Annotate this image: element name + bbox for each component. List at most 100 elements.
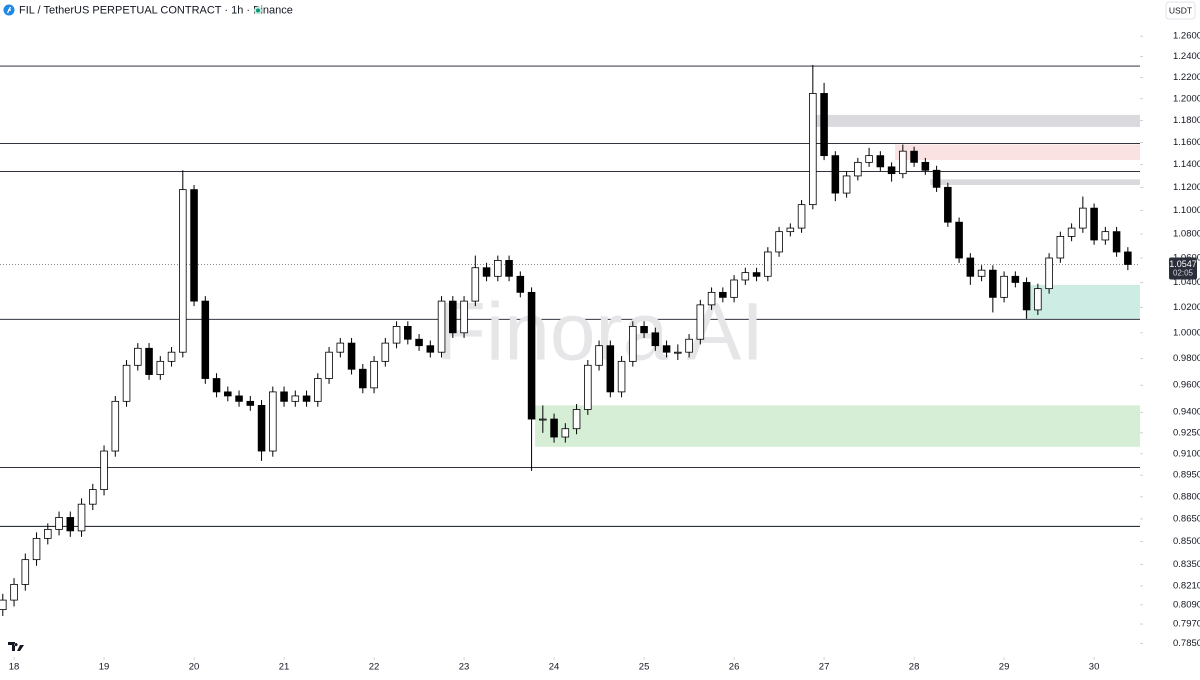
candle-body (561, 428, 570, 438)
candle-body (516, 275, 525, 293)
countdown-label: 02:05 (1173, 269, 1194, 278)
y-tick-label: 0.9250 (1173, 427, 1200, 438)
candle-body (1124, 251, 1132, 265)
y-tick-label: 0.8210 (1173, 580, 1200, 591)
currency-button[interactable] (1165, 1, 1196, 20)
candle-body (190, 189, 198, 302)
candle-body (77, 503, 86, 532)
candle-body (1034, 288, 1042, 311)
y-tick-label: 1.2600 (1173, 31, 1200, 42)
candle-body (494, 260, 502, 277)
candle-body (1101, 231, 1110, 241)
zones (535, 114, 1140, 447)
candle-body (550, 418, 558, 438)
candle-body (32, 537, 41, 561)
y-tick-label: 1.1800 (1173, 115, 1200, 126)
levels (0, 65, 1140, 527)
candle-body (865, 155, 873, 163)
candle-body (302, 395, 311, 402)
candle-body (685, 338, 693, 353)
candle-body (460, 300, 468, 334)
x-tick-label: 22 (369, 662, 380, 673)
y-tick-label: 0.7970 (1173, 619, 1200, 630)
zone (535, 405, 1140, 447)
candle-body (1011, 275, 1020, 283)
x-tick-label: 29 (999, 662, 1010, 673)
last-price-label: 1.0547 (1169, 259, 1197, 269)
candle-body (527, 291, 536, 420)
candle-body (820, 93, 828, 157)
candle-body (246, 400, 255, 406)
x-tick-label: 19 (99, 662, 110, 673)
chart-title: FIL / TetherUS PERPETUAL CONTRACT · 1h ·… (19, 4, 293, 16)
candle-body (280, 391, 288, 402)
candle-body (730, 279, 738, 298)
candle-body (629, 325, 637, 362)
candle-body (10, 583, 18, 601)
candle-body (269, 391, 277, 452)
y-tick-label: 0.8350 (1173, 559, 1200, 570)
candle-body (989, 269, 997, 298)
candle-body (482, 267, 491, 277)
candle-body (21, 559, 30, 585)
candle-body (707, 291, 716, 306)
y-tick-label: 1.1000 (1173, 205, 1200, 216)
candle-body (179, 189, 187, 353)
candle-body (415, 338, 423, 347)
candle-body (831, 155, 840, 194)
y-tick-label: 1.1400 (1173, 159, 1200, 170)
candle-body (100, 450, 108, 491)
candle-body (359, 368, 367, 389)
x-tick-label: 30 (1089, 662, 1100, 673)
candle-body (437, 300, 446, 353)
candle-body (426, 345, 435, 353)
candle-body (212, 378, 221, 393)
axes: 1.2600 1.2400 1.2200 1.2000 1.1800 1.1600 1.14… (9, 31, 1200, 673)
currency-label: USDT (1169, 5, 1192, 15)
candle-body (1067, 227, 1076, 237)
candle-body (381, 342, 390, 362)
candle-body (392, 325, 401, 344)
candle-body (1000, 275, 1008, 298)
zone (810, 114, 1140, 127)
candle-body (55, 517, 63, 530)
candle-body (719, 291, 727, 298)
candle-body (1022, 282, 1031, 311)
candle-body (111, 400, 120, 452)
live-indicator-core (256, 8, 260, 13)
candle-body (404, 325, 412, 340)
x-tick-label: 23 (459, 662, 470, 673)
candle-body (932, 169, 941, 188)
x-tick-label: 26 (729, 662, 740, 673)
tv-logo[interactable] (8, 642, 24, 651)
y-tick-label: 0.9400 (1173, 407, 1200, 418)
candles (0, 65, 1132, 617)
candle-body (955, 221, 963, 259)
candle-body (167, 351, 176, 362)
candle-body (325, 351, 333, 379)
candle-body (887, 166, 896, 175)
x-tick-label: 25 (639, 662, 650, 673)
candle-body (662, 345, 671, 353)
candle-body (539, 418, 547, 421)
x-tick-label: 28 (909, 662, 920, 673)
candle-body (674, 351, 682, 354)
candle-body (314, 378, 322, 402)
candle-body (134, 347, 142, 366)
candle-body (505, 260, 513, 277)
candle-body (89, 489, 97, 505)
candle-body (966, 257, 975, 277)
candle-body (854, 161, 862, 177)
candle-body (291, 395, 300, 402)
candle-body (775, 231, 783, 253)
candle-body (741, 272, 750, 281)
candle-body (606, 345, 615, 393)
candle-body (910, 150, 918, 163)
y-tick-label: 0.8650 (1173, 513, 1200, 524)
candle-body (584, 364, 592, 410)
y-tick-label: 0.9800 (1173, 353, 1200, 364)
y-tick-label: 0.8950 (1173, 470, 1200, 481)
candle-body (145, 347, 153, 375)
candle-body (572, 409, 581, 430)
